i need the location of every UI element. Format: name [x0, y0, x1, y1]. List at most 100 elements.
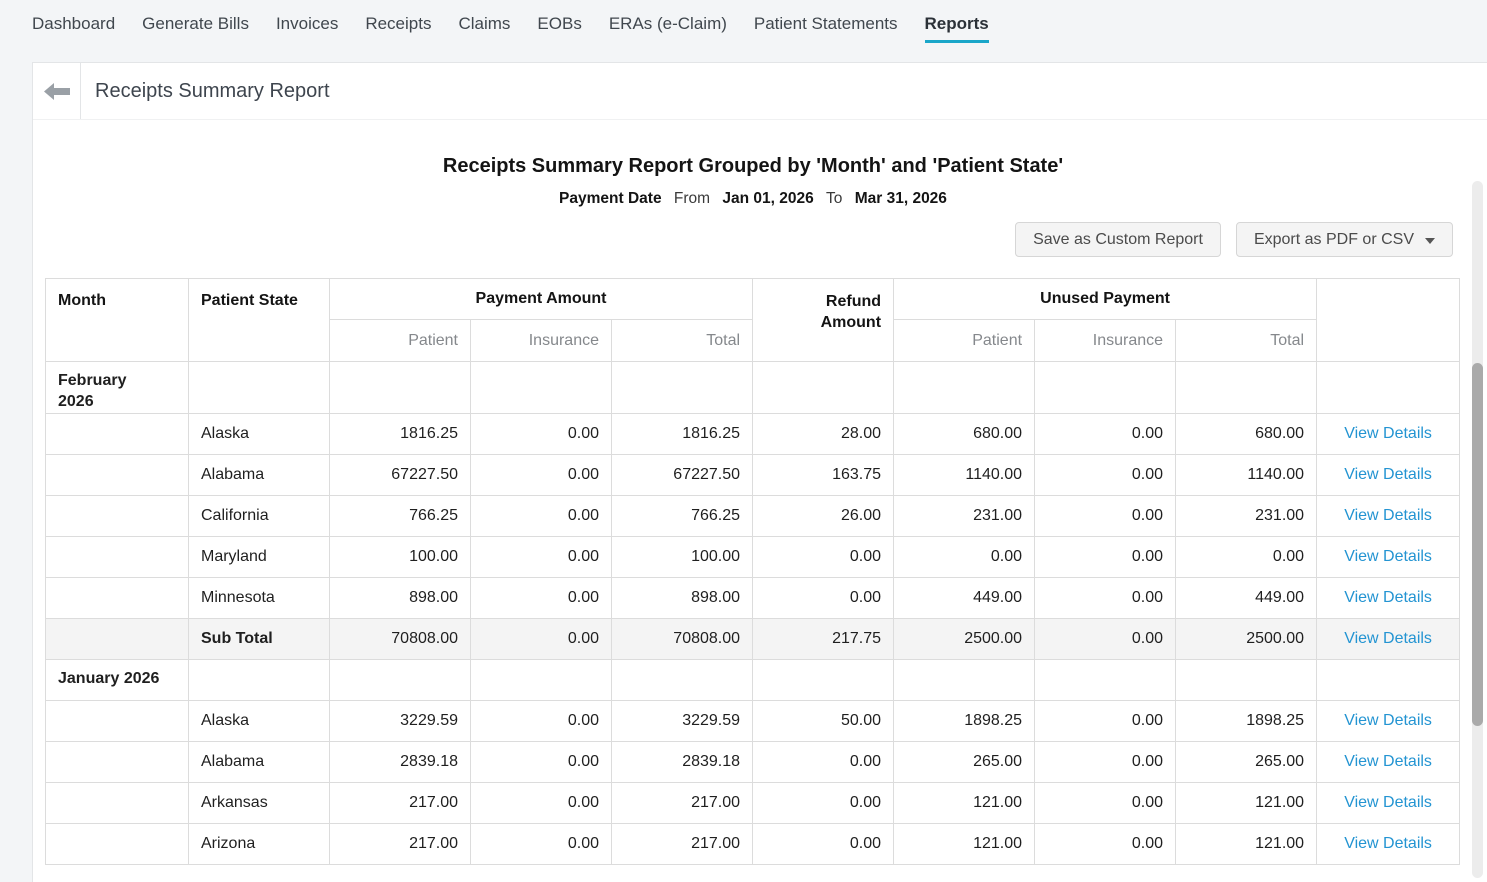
- view-details-link[interactable]: View Details: [1344, 629, 1432, 647]
- patient-state-cell: Alaska: [188, 412, 330, 455]
- patient-state-cell: Minnesota: [188, 576, 330, 619]
- back-button[interactable]: [33, 63, 81, 119]
- unused-total-cell: 265.00: [1175, 740, 1318, 783]
- month-cell: [45, 740, 189, 783]
- export-button-label: Export as PDF or CSV: [1253, 230, 1414, 248]
- view-details-link[interactable]: View Details: [1344, 834, 1432, 852]
- vertical-scrollbar-track[interactable]: [1472, 181, 1483, 878]
- nav-item-invoices[interactable]: Invoices: [275, 14, 339, 33]
- payment-patient-cell: 217.00: [329, 781, 471, 824]
- payment-total-cell: [610, 361, 754, 414]
- refund-amount-cell: [752, 361, 895, 414]
- report-table-wrap: Month Patient State Payment Amount Refun…: [45, 278, 1461, 865]
- table-row: Alabama 2839.18 0.00 2839.18 0.00 265.00 0.00 2…: [45, 740, 1461, 783]
- table-row: Arizona 217.00 0.00 217.00 0.00 121.00 0.00 121…: [45, 822, 1461, 865]
- report-actions: Save as Custom Report Export as PDF or C…: [1015, 222, 1453, 257]
- nav-item-generate-bills[interactable]: Generate Bills: [142, 14, 249, 33]
- save-as-custom-report-button[interactable]: Save as Custom Report: [1015, 222, 1221, 257]
- nav-item-receipts[interactable]: Receipts: [365, 14, 432, 33]
- month-cell: [45, 576, 189, 619]
- payment-patient-cell: 67227.50: [329, 453, 471, 496]
- payment-insurance-cell: 0.00: [470, 535, 612, 578]
- nav-item-reports[interactable]: Reports: [924, 14, 989, 43]
- unused-total-cell: 0.00: [1175, 535, 1318, 578]
- payment-insurance-cell: 0.00: [470, 740, 612, 783]
- view-details-cell: View Details: [1316, 781, 1461, 824]
- view-details-link[interactable]: View Details: [1344, 424, 1432, 442]
- col-subheader-unused-insurance: Insurance: [1034, 319, 1177, 362]
- col-header-patient-state: Patient State: [188, 278, 330, 362]
- patient-state-cell: Alabama: [188, 740, 330, 783]
- payment-insurance-cell: 0.00: [470, 617, 612, 660]
- col-subheader-payment-patient: Patient: [329, 319, 471, 362]
- view-details-link[interactable]: View Details: [1344, 793, 1432, 811]
- view-details-link[interactable]: View Details: [1344, 752, 1432, 770]
- report-table: Month Patient State Payment Amount Refun…: [45, 278, 1461, 865]
- payment-insurance-cell: 0.00: [470, 453, 612, 496]
- payment-insurance-cell: 0.00: [470, 781, 612, 824]
- table-header: Month Patient State Payment Amount Refun…: [45, 278, 1461, 362]
- month-cell: [45, 494, 189, 537]
- unused-insurance-cell: 0.00: [1034, 494, 1177, 537]
- nav-item-patient-statements[interactable]: Patient Statements: [753, 14, 898, 33]
- view-details-cell: View Details: [1316, 535, 1461, 578]
- refund-amount-cell: 0.00: [752, 576, 895, 619]
- refund-amount-cell: 28.00: [752, 412, 895, 455]
- month-cell: January 2026: [45, 658, 189, 701]
- table-row: Alaska 3229.59 0.00 3229.59 50.00 1898.25 0.00…: [45, 699, 1461, 742]
- month-cell: [45, 535, 189, 578]
- month-cell: February 2026: [45, 361, 189, 414]
- back-arrow-icon: [43, 82, 70, 100]
- vertical-scrollbar-thumb[interactable]: [1472, 363, 1483, 726]
- refund-amount-cell: 26.00: [752, 494, 895, 537]
- unused-patient-cell: 449.00: [893, 576, 1036, 619]
- nav-item-eobs[interactable]: EOBs: [537, 14, 582, 33]
- unused-total-cell: [1175, 658, 1318, 701]
- payment-insurance-cell: 0.00: [470, 699, 612, 742]
- refund-amount-cell: 0.00: [752, 535, 895, 578]
- payment-patient-cell: 2839.18: [329, 740, 471, 783]
- view-details-link[interactable]: View Details: [1344, 588, 1432, 606]
- to-label: To: [826, 190, 843, 207]
- table-row: Minnesota 898.00 0.00 898.00 0.00 449.00 0.00 4…: [45, 576, 1461, 619]
- nav-item-dashboard[interactable]: Dashboard: [32, 14, 116, 33]
- unused-total-cell: 121.00: [1175, 781, 1318, 824]
- payment-patient-cell: 766.25: [329, 494, 471, 537]
- payment-insurance-cell: [470, 361, 612, 414]
- col-header-actions: [1316, 278, 1461, 362]
- panel-header: Receipts Summary Report: [33, 63, 1487, 120]
- unused-total-cell: 2500.00: [1175, 617, 1318, 660]
- payment-total-cell: 2839.18: [610, 740, 754, 783]
- payment-total-cell: 217.00: [610, 822, 754, 865]
- view-details-link[interactable]: View Details: [1344, 506, 1432, 524]
- payment-patient-cell: 70808.00: [329, 617, 471, 660]
- view-details-cell: View Details: [1316, 453, 1461, 496]
- payment-patient-cell: 898.00: [329, 576, 471, 619]
- refund-amount-cell: 0.00: [752, 740, 895, 783]
- patient-state-cell: Arkansas: [188, 781, 330, 824]
- unused-patient-cell: 680.00: [893, 412, 1036, 455]
- unused-total-cell: 1140.00: [1175, 453, 1318, 496]
- unused-total-cell: [1175, 361, 1318, 414]
- patient-state-cell: Alaska: [188, 699, 330, 742]
- unused-total-cell: 680.00: [1175, 412, 1318, 455]
- payment-insurance-cell: 0.00: [470, 494, 612, 537]
- nav-item-eras[interactable]: ERAs (e-Claim): [608, 14, 727, 33]
- payment-total-cell: 217.00: [610, 781, 754, 824]
- export-pdf-csv-button[interactable]: Export as PDF or CSV: [1235, 222, 1453, 257]
- report-date-filter: Payment Date From Jan 01, 2026 To Mar 31…: [33, 190, 1473, 208]
- view-details-link[interactable]: View Details: [1344, 465, 1432, 483]
- col-header-unused-payment: Unused Payment: [893, 278, 1318, 320]
- col-header-month: Month: [45, 278, 189, 362]
- refund-amount-cell: 217.75: [752, 617, 895, 660]
- col-subheader-unused-patient: Patient: [893, 319, 1036, 362]
- payment-patient-cell: 100.00: [329, 535, 471, 578]
- nav-item-claims[interactable]: Claims: [458, 14, 511, 33]
- content-panel: Receipts Summary Report Receipts Summary…: [32, 62, 1487, 882]
- unused-insurance-cell: [1034, 361, 1177, 414]
- view-details-link[interactable]: View Details: [1344, 547, 1432, 565]
- view-details-link[interactable]: View Details: [1344, 711, 1432, 729]
- month-cell: [45, 453, 189, 496]
- unused-insurance-cell: 0.00: [1034, 781, 1177, 824]
